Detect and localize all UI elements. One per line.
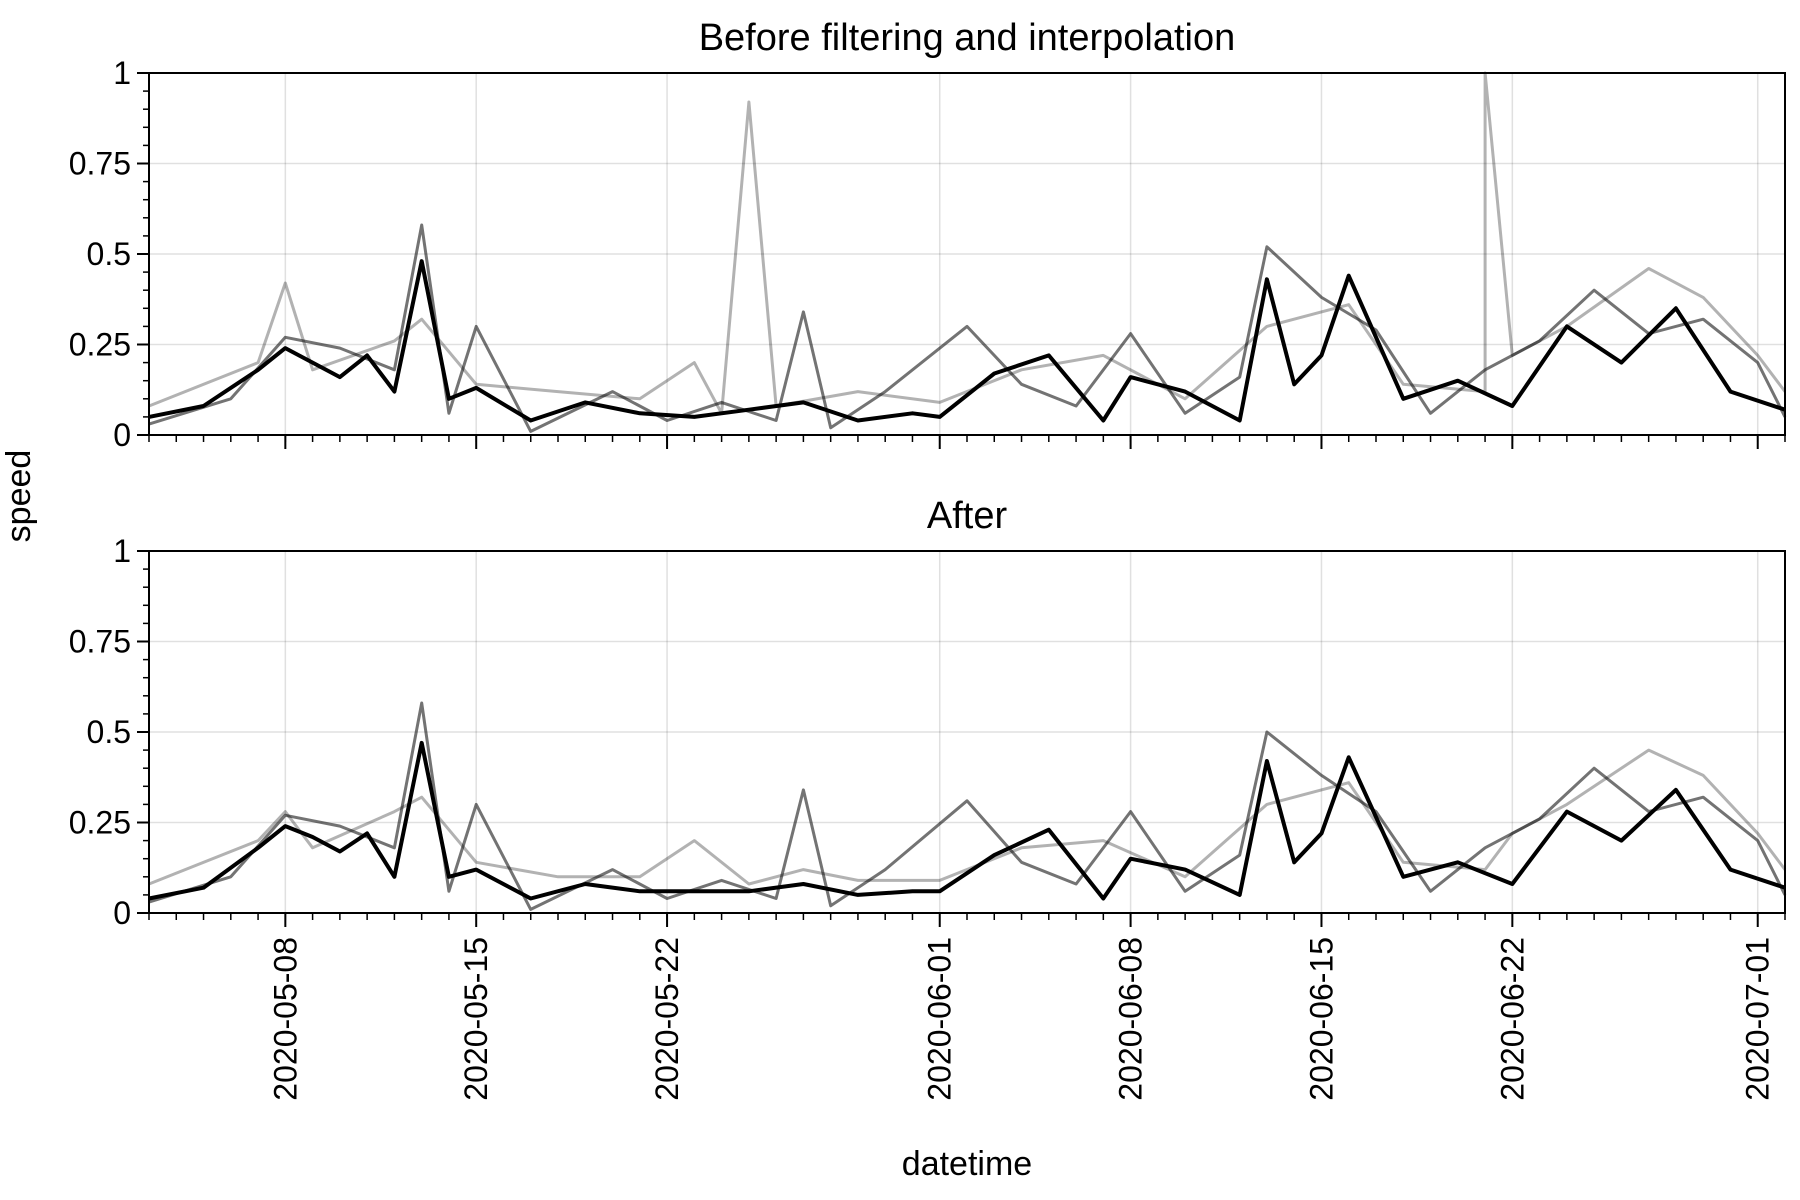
x-axis — [148, 435, 1786, 449]
x-tick-label: 2020-05-15 — [458, 937, 494, 1101]
y-tick-label: 0 — [113, 417, 131, 453]
x-tick-label: 2020-06-15 — [1303, 937, 1339, 1101]
grid — [149, 550, 1785, 914]
y-tick-label: 0.25 — [69, 805, 131, 841]
x-tick-label: 2020-06-22 — [1494, 937, 1530, 1101]
y-tick-label: 0.75 — [69, 146, 131, 182]
y-axis: 0 0.25 0.5 0.75 1 — [69, 55, 149, 453]
y-tick-label: 0.25 — [69, 327, 131, 363]
y-axis-label: speed — [0, 450, 38, 543]
y-tick-label: 0 — [113, 895, 131, 931]
x-tick-label: 2020-06-01 — [922, 937, 958, 1101]
y-tick-label: 0.5 — [87, 236, 131, 272]
y-tick-label: 1 — [113, 55, 131, 91]
series-line — [148, 701, 1787, 911]
x-axis: 2020-05-08 2020-05-15 2020-05-22 2020-06-01… — [148, 913, 1786, 1101]
panel-before: Before filtering and interpolation 0 0.25… — [69, 17, 1787, 453]
series-group — [148, 71, 1787, 433]
x-tick-label: 2020-05-22 — [649, 937, 685, 1101]
y-tick-label: 0.75 — [69, 624, 131, 660]
series-line — [148, 223, 1787, 433]
series-line — [148, 740, 1786, 901]
x-tick-label: 2020-06-08 — [1113, 937, 1149, 1101]
x-axis-label: datetime — [902, 1145, 1032, 1183]
panel-after: After 0 0.25 0.5 0.75 1 2020-05-08 2020-05-15… — [69, 495, 1787, 1101]
y-tick-label: 0.5 — [87, 714, 131, 750]
panel-title: After — [927, 495, 1008, 537]
panel-title: Before filtering and interpolation — [699, 17, 1236, 59]
x-tick-label: 2020-07-01 — [1740, 937, 1776, 1101]
series-group — [148, 701, 1787, 911]
y-tick-label: 1 — [113, 533, 131, 569]
y-axis: 0 0.25 0.5 0.75 1 — [69, 533, 149, 931]
x-tick-label: 2020-05-08 — [267, 937, 303, 1101]
series-line — [148, 259, 1786, 423]
grid — [149, 72, 1785, 436]
